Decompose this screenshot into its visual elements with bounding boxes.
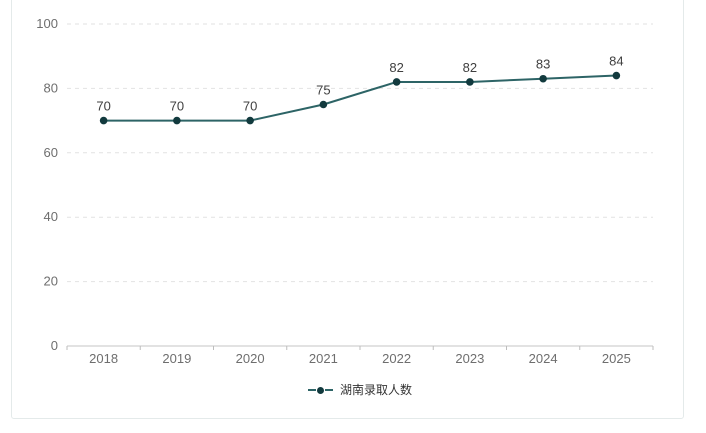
y-axis-tick-label: 60	[44, 145, 58, 160]
y-axis-tick-label: 40	[44, 209, 58, 224]
data-point-marker	[246, 116, 254, 125]
y-axis-tick-label: 0	[51, 338, 58, 353]
data-point-marker	[539, 74, 547, 83]
chart-legend: 湖南录取人数	[67, 380, 653, 400]
legend-dot	[316, 386, 324, 394]
data-point-label: 82	[463, 60, 477, 75]
x-axis-tick-label: 2022	[382, 351, 411, 366]
data-point-marker	[466, 78, 474, 86]
data-point-label: 70	[243, 99, 257, 114]
data-point-label: 70	[170, 99, 184, 114]
data-point-label: 84	[609, 54, 623, 69]
x-axis-tick-label: 2024	[529, 351, 558, 366]
data-point-marker	[612, 71, 621, 80]
x-axis-tick-label: 2019	[162, 351, 191, 366]
legend-label: 湖南录取人数	[339, 383, 412, 397]
data-point-marker	[319, 100, 328, 109]
x-axis-tick-label: 2023	[455, 351, 484, 366]
y-axis-tick-label: 100	[36, 16, 58, 31]
x-axis-tick-label: 2020	[236, 351, 265, 366]
data-point-label: 82	[389, 60, 403, 75]
series-line	[103, 74, 617, 122]
legend-item[interactable]: 湖南录取人数	[307, 383, 412, 397]
legend-dash-left	[307, 389, 316, 391]
chart-card	[11, 0, 684, 419]
x-axis-tick-label: 2021	[309, 351, 338, 366]
data-point-label: 83	[536, 57, 550, 72]
x-axis-tick-label: 2025	[602, 351, 631, 366]
data-point-marker	[99, 116, 108, 125]
y-axis-tick-label: 20	[44, 274, 58, 289]
data-point-marker	[392, 78, 401, 86]
data-point-label: 70	[96, 99, 110, 114]
data-point-label: 75	[316, 83, 330, 98]
y-axis-tick-label: 80	[44, 80, 58, 95]
legend-line-dot-marker	[307, 386, 333, 394]
x-axis-tick-label: 2018	[89, 351, 118, 366]
legend-dash-right	[324, 389, 333, 391]
data-point-marker	[173, 116, 181, 125]
